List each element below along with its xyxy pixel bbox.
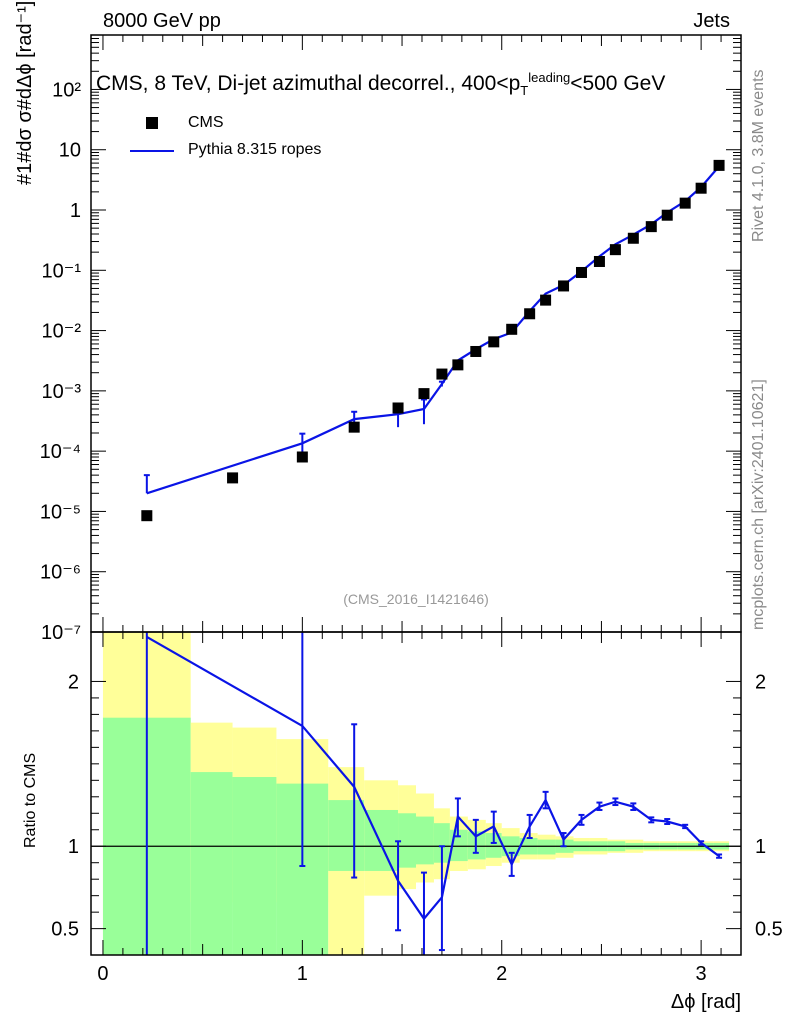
cms-data-point	[418, 388, 430, 400]
cms-data-point	[348, 421, 360, 433]
cms-data-point	[392, 402, 404, 414]
cms-data-point	[695, 182, 707, 194]
header-right: Jets	[693, 10, 730, 32]
rivet-version-label: Rivet 4.1.0, 3.8M events	[750, 69, 767, 242]
cms-data-point	[593, 255, 605, 267]
cms-data-point	[488, 336, 500, 348]
cms-data-point	[575, 266, 587, 278]
chart-title-main: CMS, 8 TeV, Di-jet azimuthal decorrel., …	[96, 72, 521, 95]
ratio-frame	[90, 631, 742, 956]
green-band-bin	[190, 772, 233, 955]
ratio-axis-ticks: 0 1 2 3 0.5 0.5 1 1 2 2	[51, 632, 783, 985]
y-tick-label: 10²	[52, 79, 81, 101]
main-series	[141, 159, 725, 522]
chart-title-tail: <500 GeV	[570, 72, 666, 95]
ratio-y-tick-label: 1	[68, 836, 79, 858]
cms-data-point	[609, 244, 621, 256]
y-tick-label: 10⁻⁵	[40, 501, 81, 523]
cms-data-point	[558, 280, 570, 292]
x-tick-label: 3	[696, 963, 707, 985]
cms-data-point	[141, 510, 153, 522]
main-axis-ticks: 10⁻⁷ 10⁻⁶ 10⁻⁵ 10⁻⁴ 10⁻³ 10⁻² 10⁻¹ 1 10 10²	[40, 34, 741, 644]
y-tick-label: 10⁻²	[42, 321, 82, 343]
analysis-annotation: (CMS_2016_I1421646)	[343, 591, 489, 607]
cms-data-point	[679, 197, 691, 209]
cms-data-point	[506, 323, 518, 335]
green-band-bin	[537, 839, 556, 855]
cms-data-point	[296, 451, 308, 463]
cms-data-point	[627, 232, 639, 244]
cms-data-point	[436, 368, 448, 380]
x-tick-label: 0	[97, 963, 108, 985]
y-tick-label: 1	[70, 200, 81, 222]
ratio-y-tick-label-right: 2	[755, 671, 766, 693]
cms-data-point	[713, 159, 725, 171]
y-tick-label: 10⁻⁶	[40, 562, 81, 584]
cms-data-point	[661, 209, 673, 221]
mcplots-label: mcplots.cern.ch [arXiv:2401.10621]	[750, 379, 767, 630]
main-y-axis-label: #1#dσ σ#dΔϕ [rad⁻¹]	[14, 0, 36, 185]
x-axis-label: Δϕ [rad]	[671, 991, 741, 1013]
ratio-y-tick-label-right: 0.5	[755, 919, 783, 941]
green-band-bin	[328, 800, 365, 871]
y-tick-label: 10	[59, 140, 81, 162]
cms-data-point	[540, 294, 552, 306]
ratio-line	[146, 635, 720, 921]
ratio-uncertainty-bands	[102, 632, 730, 955]
header-left: 8000 GeV pp	[103, 10, 221, 32]
x-tick-label: 1	[297, 963, 308, 985]
mc-line	[146, 165, 720, 495]
green-band-bin	[398, 813, 416, 868]
chart-title: CMS, 8 TeV, Di-jet azimuthal decorrel., …	[96, 70, 665, 98]
green-band-bin	[485, 833, 502, 858]
ratio-y-tick-label: 2	[68, 671, 79, 693]
cms-data-point	[645, 221, 657, 233]
ratio-y-axis-label: Ratio to CMS	[22, 752, 39, 848]
ratio-y-tick-label-right: 1	[755, 836, 766, 858]
y-tick-label: 10⁻⁷	[41, 622, 81, 644]
legend-mc-line	[130, 150, 174, 152]
cms-data-point	[470, 345, 482, 357]
ratio-y-tick-label: 0.5	[51, 919, 79, 941]
green-band-bin	[416, 816, 434, 865]
y-tick-label: 10⁻¹	[42, 260, 82, 282]
chart-title-sup: leading	[528, 70, 571, 85]
cms-data-point	[227, 472, 239, 484]
green-band-bin	[232, 777, 277, 955]
chart-title-sub: T	[520, 83, 529, 99]
legend-mc-label: Pythia 8.315 ropes	[188, 141, 322, 158]
cms-data-point	[524, 308, 536, 320]
legend-data-label: CMS	[188, 114, 224, 131]
green-band-bin	[433, 823, 450, 863]
cms-data-point	[452, 359, 464, 371]
legend-data-marker	[146, 117, 158, 129]
y-tick-label: 10⁻³	[42, 381, 82, 403]
ratio-series	[145, 632, 723, 955]
y-tick-label: 10⁻⁴	[40, 441, 81, 463]
x-tick-label: 2	[496, 963, 507, 985]
